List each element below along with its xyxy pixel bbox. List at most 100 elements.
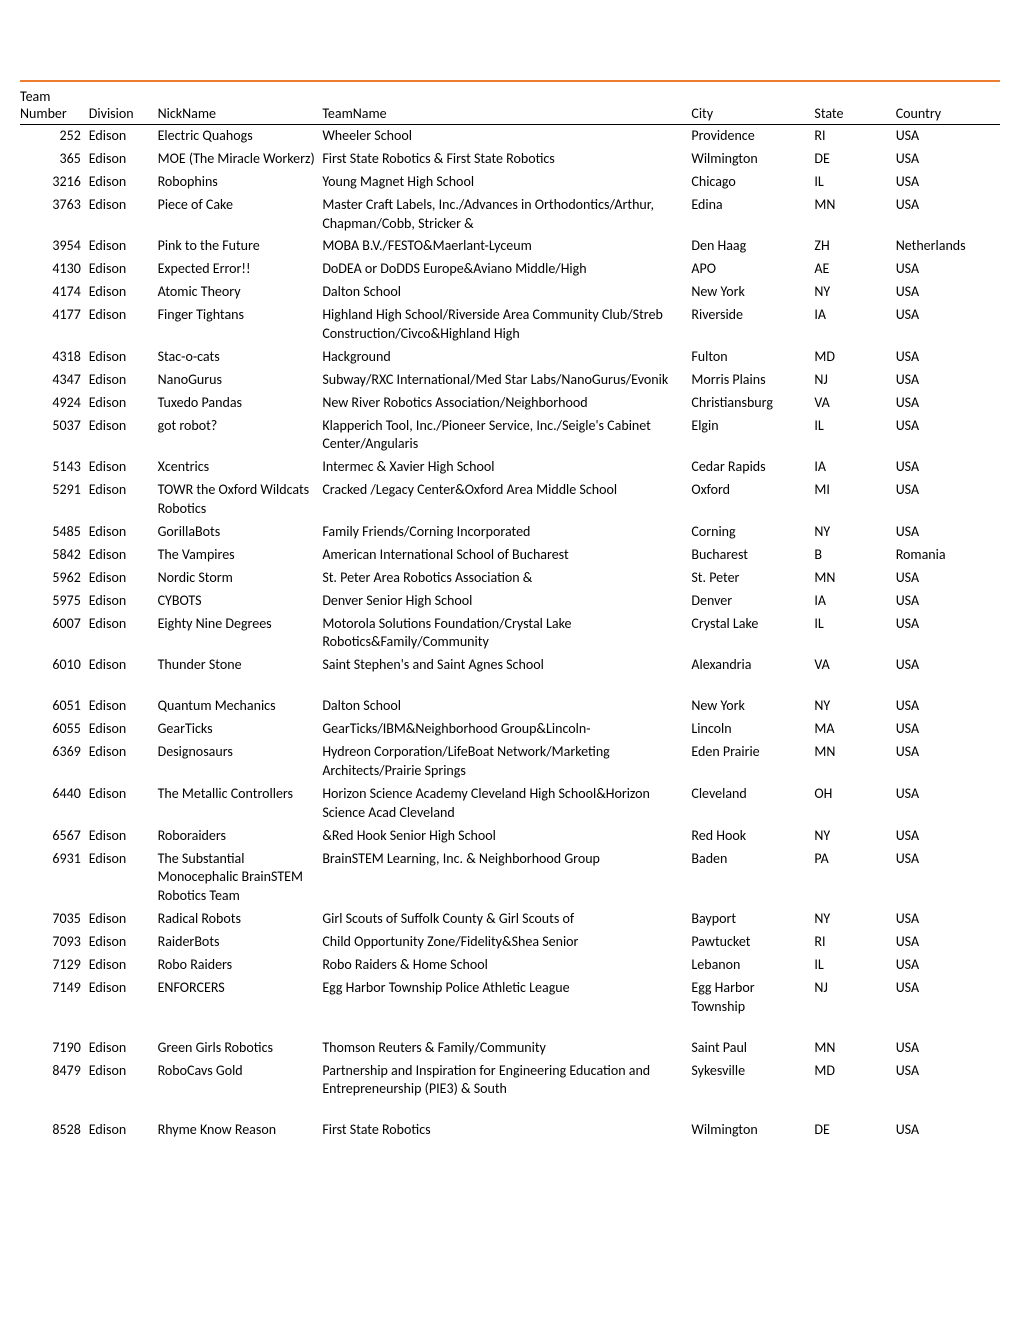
cell-teamname: BrainSTEM Learning, Inc. & Neighborhood … — [322, 848, 691, 909]
cell-team-number: 252 — [20, 125, 89, 148]
spacer-row — [20, 1019, 1000, 1037]
cell-state: MN — [814, 1037, 895, 1060]
table-row: 5485EdisonGorillaBotsFamily Friends/Corn… — [20, 521, 1000, 544]
cell-city: Corning — [691, 521, 814, 544]
cell-team-number: 7190 — [20, 1037, 89, 1060]
cell-division: Edison — [89, 1119, 158, 1142]
cell-city: Christiansburg — [691, 392, 814, 415]
cell-team-number: 7035 — [20, 908, 89, 931]
cell-team-number: 7149 — [20, 977, 89, 1019]
cell-city: Baden — [691, 848, 814, 909]
teams-table: Team Number Division NickName TeamName C… — [20, 86, 1000, 1142]
cell-state: NJ — [814, 369, 895, 392]
cell-team-number: 4318 — [20, 346, 89, 369]
cell-teamname: First State Robotics & First State Robot… — [322, 148, 691, 171]
cell-division: Edison — [89, 415, 158, 457]
cell-teamname: Partnership and Inspiration for Engineer… — [322, 1060, 691, 1102]
cell-division: Edison — [89, 258, 158, 281]
header-team: Team — [20, 88, 50, 105]
cell-country: USA — [896, 695, 1000, 718]
cell-country: USA — [896, 258, 1000, 281]
cell-nickname: Expected Error!! — [158, 258, 323, 281]
cell-team-number: 6567 — [20, 825, 89, 848]
cell-teamname: Dalton School — [322, 695, 691, 718]
table-row: 6007EdisonEighty Nine DegreesMotorola So… — [20, 613, 1000, 655]
cell-city: New York — [691, 281, 814, 304]
table-row: 4347EdisonNanoGurusSubway/RXC Internatio… — [20, 369, 1000, 392]
cell-state: IA — [814, 456, 895, 479]
cell-teamname: Denver Senior High School — [322, 590, 691, 613]
cell-country: USA — [896, 741, 1000, 783]
table-row: 7035EdisonRadical RobotsGirl Scouts of S… — [20, 908, 1000, 931]
cell-nickname: Atomic Theory — [158, 281, 323, 304]
cell-nickname: Green Girls Robotics — [158, 1037, 323, 1060]
table-row: 8528EdisonRhyme Know ReasonFirst State R… — [20, 1119, 1000, 1142]
cell-teamname: Hackground — [322, 346, 691, 369]
cell-country: USA — [896, 908, 1000, 931]
table-row: 5962EdisonNordic StormSt. Peter Area Rob… — [20, 567, 1000, 590]
cell-nickname: The Substantial Monocephalic BrainSTEM R… — [158, 848, 323, 909]
cell-team-number: 6369 — [20, 741, 89, 783]
table-row: 252EdisonElectric QuahogsWheeler SchoolP… — [20, 125, 1000, 148]
cell-state: NY — [814, 695, 895, 718]
header-city: City — [691, 86, 814, 125]
cell-division: Edison — [89, 848, 158, 909]
cell-nickname: The Metallic Controllers — [158, 783, 323, 825]
cell-teamname: First State Robotics — [322, 1119, 691, 1142]
cell-team-number: 4130 — [20, 258, 89, 281]
cell-state: NY — [814, 908, 895, 931]
cell-division: Edison — [89, 148, 158, 171]
cell-team-number: 3216 — [20, 171, 89, 194]
cell-state: MI — [814, 479, 895, 521]
cell-division: Edison — [89, 346, 158, 369]
cell-nickname: Robo Raiders — [158, 954, 323, 977]
cell-state: NY — [814, 521, 895, 544]
cell-teamname: Master Craft Labels, Inc./Advances in Or… — [322, 194, 691, 236]
cell-teamname: Intermec & Xavier High School — [322, 456, 691, 479]
cell-team-number: 3954 — [20, 235, 89, 258]
cell-teamname: Saint Stephen's and Saint Agnes School — [322, 654, 691, 677]
cell-city: Riverside — [691, 304, 814, 346]
cell-state: DE — [814, 148, 895, 171]
cell-city: Bayport — [691, 908, 814, 931]
cell-teamname: MOBA B.V./FESTO&Maerlant-Lyceum — [322, 235, 691, 258]
cell-teamname: DoDEA or DoDDS Europe&Aviano Middle/High — [322, 258, 691, 281]
cell-team-number: 5291 — [20, 479, 89, 521]
table-row: 3216EdisonRobophinsYoung Magnet High Sch… — [20, 171, 1000, 194]
table-row: 3763EdisonPiece of CakeMaster Craft Labe… — [20, 194, 1000, 236]
cell-country: Romania — [896, 544, 1000, 567]
cell-state: MD — [814, 1060, 895, 1102]
cell-state: IA — [814, 304, 895, 346]
cell-country: USA — [896, 194, 1000, 236]
cell-division: Edison — [89, 479, 158, 521]
cell-state: MD — [814, 346, 895, 369]
cell-state: PA — [814, 848, 895, 909]
cell-nickname: Robophins — [158, 171, 323, 194]
cell-division: Edison — [89, 718, 158, 741]
cell-division: Edison — [89, 304, 158, 346]
cell-state: IL — [814, 171, 895, 194]
cell-nickname: Electric Quahogs — [158, 125, 323, 148]
cell-city: Edina — [691, 194, 814, 236]
cell-nickname: Tuxedo Pandas — [158, 392, 323, 415]
table-row: 3954EdisonPink to the FutureMOBA B.V./FE… — [20, 235, 1000, 258]
header-country: Country — [896, 86, 1000, 125]
cell-city: Providence — [691, 125, 814, 148]
cell-team-number: 8528 — [20, 1119, 89, 1142]
cell-team-number: 6051 — [20, 695, 89, 718]
cell-state: NY — [814, 825, 895, 848]
cell-city: APO — [691, 258, 814, 281]
cell-state: NJ — [814, 977, 895, 1019]
cell-country: USA — [896, 392, 1000, 415]
table-row: 8479EdisonRoboCavs GoldPartnership and I… — [20, 1060, 1000, 1102]
cell-nickname: Finger Tightans — [158, 304, 323, 346]
cell-team-number: 5485 — [20, 521, 89, 544]
table-row: 6369EdisonDesignosaursHydreon Corporatio… — [20, 741, 1000, 783]
top-rule — [20, 80, 1000, 82]
cell-team-number: 6931 — [20, 848, 89, 909]
cell-city: Cedar Rapids — [691, 456, 814, 479]
cell-country: USA — [896, 654, 1000, 677]
table-row: 6051EdisonQuantum MechanicsDalton School… — [20, 695, 1000, 718]
cell-team-number: 5037 — [20, 415, 89, 457]
cell-teamname: Young Magnet High School — [322, 171, 691, 194]
